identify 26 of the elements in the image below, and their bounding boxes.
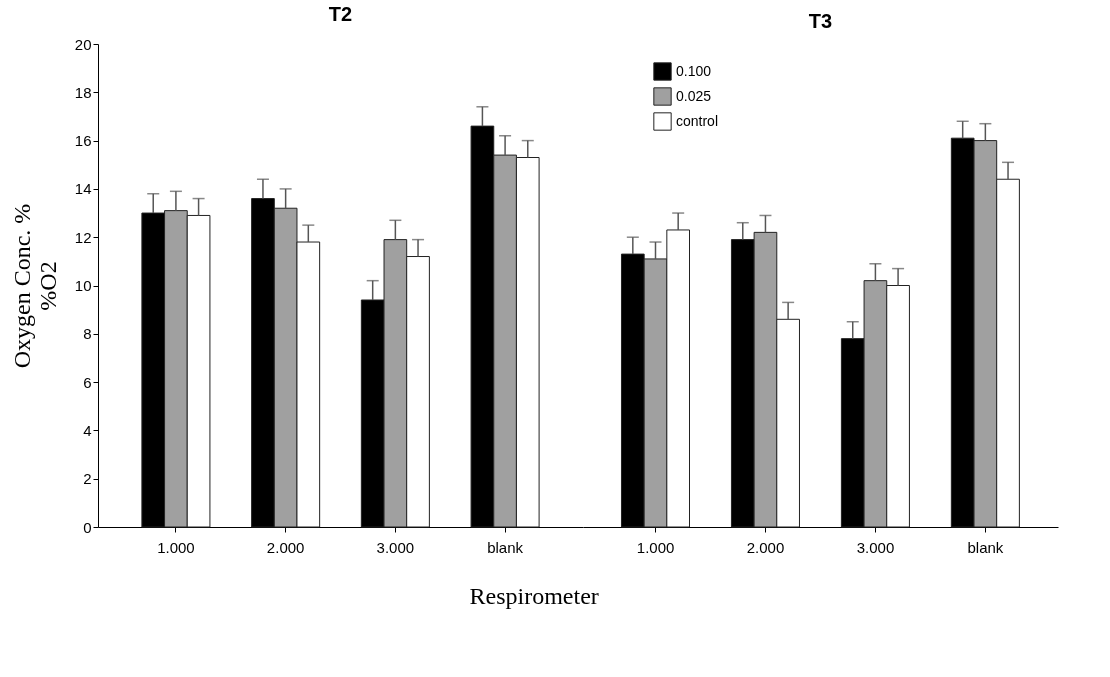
- legend-label: 0.025: [676, 87, 712, 104]
- x-tick-label: 3.000: [856, 538, 895, 556]
- legend-label: 0.100: [676, 62, 712, 79]
- y-tick-label: 10: [74, 277, 92, 294]
- y-tick-label: 16: [74, 132, 92, 150]
- y-axis-title: Oxygen Conc. % %O2: [8, 203, 61, 369]
- y-tick-label: 0: [83, 518, 92, 536]
- x-axis-title: Respirometer: [469, 583, 599, 609]
- y-tick-label: 14: [74, 180, 92, 198]
- y-tick-label: 18: [74, 83, 92, 101]
- x-tick-label: blank: [967, 538, 1004, 556]
- x-tick-label: 2.000: [746, 538, 785, 556]
- y-tick-label: 8: [83, 325, 92, 343]
- y-tick-label: 4: [83, 421, 92, 439]
- y-tick-label: 20: [74, 35, 92, 53]
- x-tick-label: blank: [487, 538, 524, 556]
- y-tick-label: 12: [74, 228, 92, 246]
- y-tick-label: 6: [83, 373, 92, 391]
- x-tick-label: 1.000: [636, 538, 675, 556]
- legend-label: control: [676, 112, 719, 129]
- chart-title: T2: [328, 3, 353, 25]
- x-tick-label: 1.000: [157, 538, 195, 556]
- x-tick-label: 2.000: [266, 538, 305, 556]
- chart-title: T3: [808, 10, 833, 32]
- x-tick-label: 3.000: [376, 538, 415, 556]
- y-tick-label: 2: [83, 470, 92, 488]
